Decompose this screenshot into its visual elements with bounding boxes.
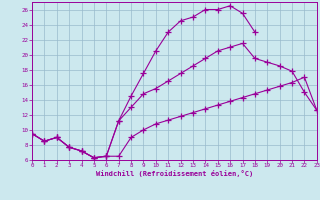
X-axis label: Windchill (Refroidissement éolien,°C): Windchill (Refroidissement éolien,°C) bbox=[96, 170, 253, 177]
